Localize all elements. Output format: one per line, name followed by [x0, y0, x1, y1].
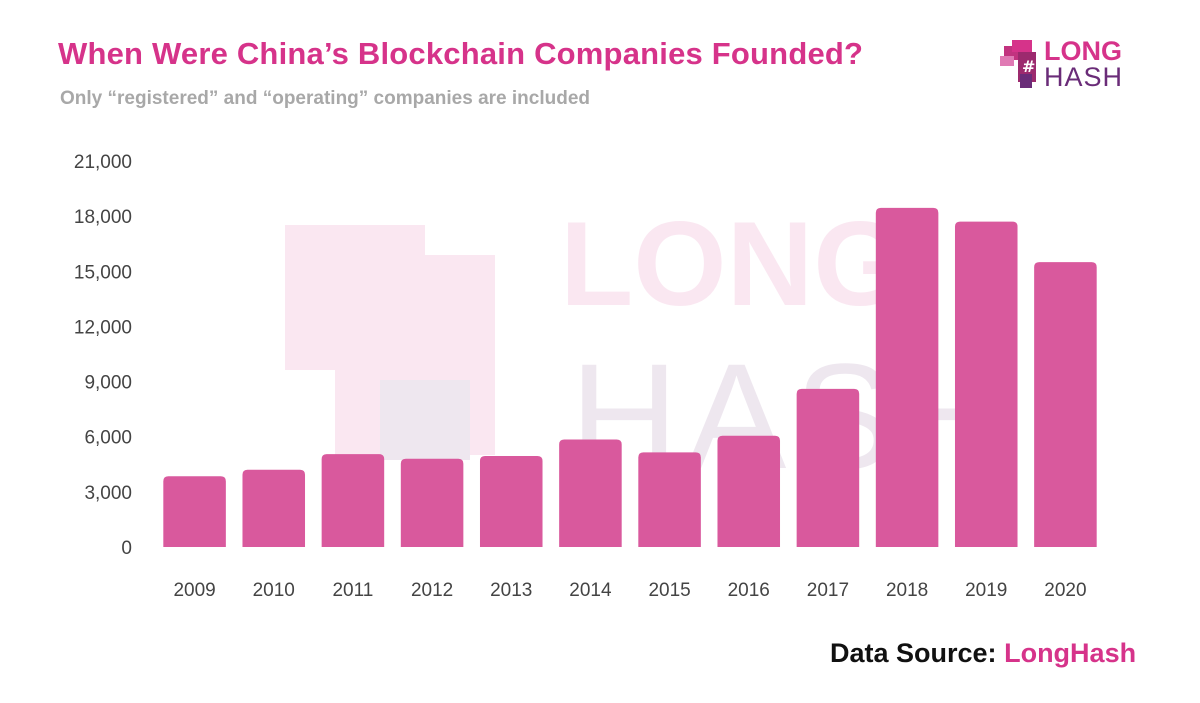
bar-2018	[876, 208, 939, 547]
bar-2015	[638, 452, 701, 547]
x-tick-label: 2017	[807, 580, 849, 601]
x-tick-label: 2020	[1044, 580, 1086, 601]
y-tick-label: 12,000	[74, 317, 132, 338]
y-tick-label: 3,000	[84, 483, 132, 504]
x-tick-label: 2015	[648, 580, 690, 601]
x-tick-label: 2014	[569, 580, 612, 601]
bar-2011	[322, 454, 385, 547]
x-tick-label: 2012	[411, 580, 453, 601]
watermark-hash: HASH	[570, 332, 1019, 500]
x-tick-label: 2019	[965, 580, 1007, 601]
x-tick-label: 2013	[490, 580, 532, 601]
bar-2012	[401, 459, 464, 547]
y-tick-label: 15,000	[74, 262, 132, 283]
y-tick-label: 6,000	[84, 428, 132, 449]
x-tick-label: 2011	[332, 580, 373, 601]
data-source-name: LongHash	[1004, 638, 1136, 668]
bar-2016	[717, 436, 780, 547]
y-tick-label: 18,000	[74, 207, 132, 228]
data-source-label: Data Source:	[830, 638, 997, 668]
x-axis: 2009 2010 2011 2012 2013 2014 2015 2016 2017 2018…	[173, 580, 1086, 601]
y-tick-label: 21,000	[74, 152, 132, 173]
bar-2013	[480, 456, 543, 547]
x-tick-label: 2010	[253, 580, 295, 601]
bar-2009	[163, 476, 226, 547]
x-tick-label: 2016	[728, 580, 770, 601]
bar-2019	[955, 222, 1018, 547]
bar-2014	[559, 439, 622, 547]
y-axis: 0 3,000 6,000 9,000 12,000 15,000 18,000 21,000	[74, 152, 132, 559]
x-tick-label: 2009	[173, 580, 215, 601]
bar-2017	[797, 389, 860, 547]
y-tick-label: 9,000	[84, 373, 132, 394]
data-source: Data Source: LongHash	[830, 638, 1136, 669]
bar-2020	[1034, 262, 1097, 547]
bar-2010	[242, 470, 305, 547]
y-tick-label: 0	[121, 538, 132, 559]
x-tick-label: 2018	[886, 580, 928, 601]
watermark-long: LONG	[560, 197, 907, 331]
